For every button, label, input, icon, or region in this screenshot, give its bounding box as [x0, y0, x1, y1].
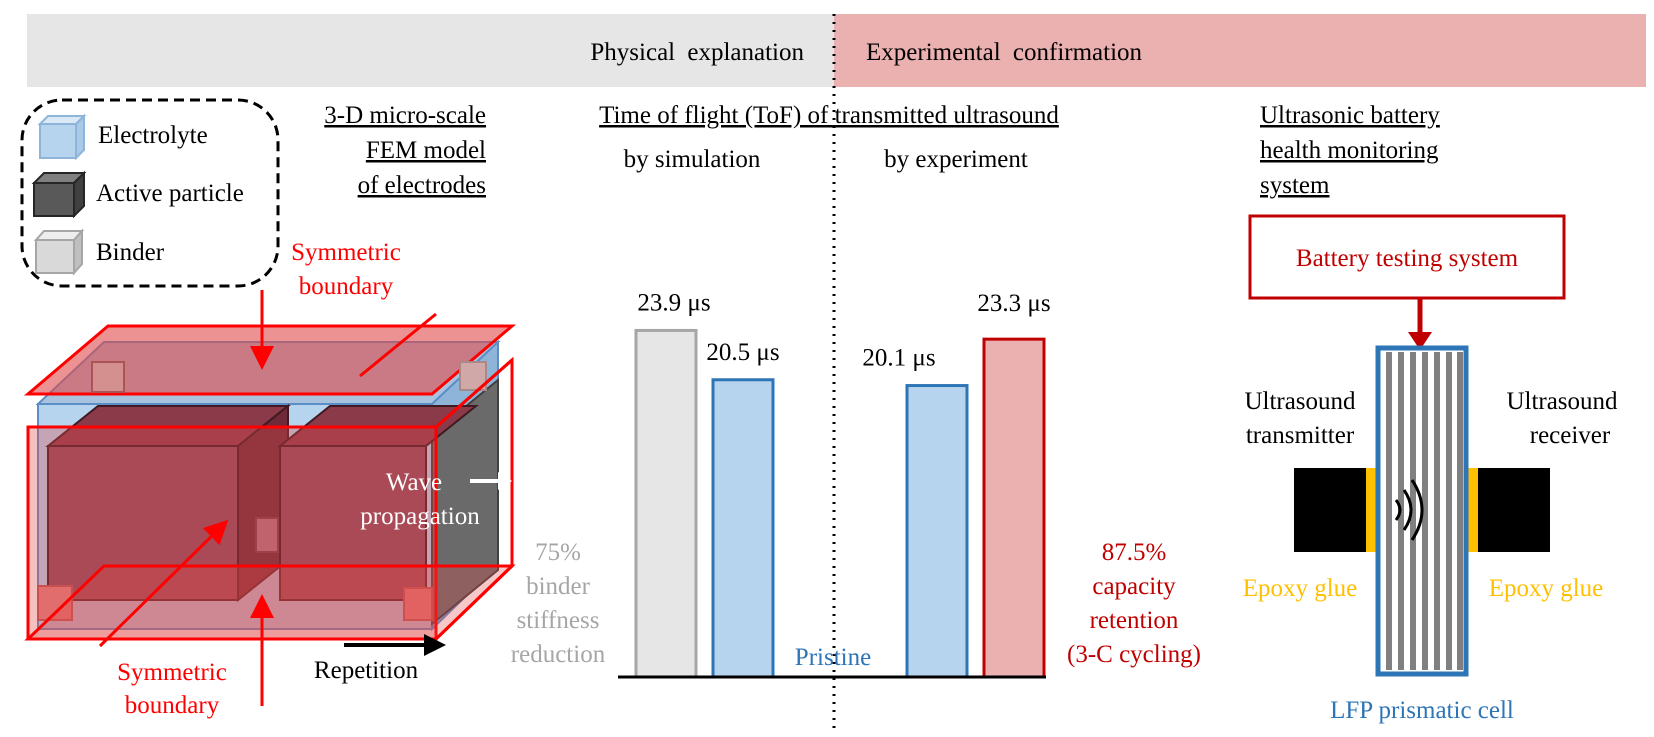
symmetric-boundary-bottom-arrow-diag	[98, 519, 229, 648]
receiver-label-line-2: receiver	[1530, 422, 1611, 449]
active-particle-cube-icon	[31, 170, 87, 219]
legend-label-electrolyte: Electrolyte	[98, 122, 208, 149]
right-note-line-3: retention	[1090, 607, 1179, 634]
testing-system-arrowhead	[1408, 332, 1432, 350]
symmetric-boundary-top-line-1: Symmetric	[291, 239, 401, 266]
lfp-cell-outline	[1375, 345, 1469, 677]
transmitter-block	[1294, 468, 1366, 552]
tof-sim-label: by simulation	[624, 146, 761, 173]
monitoring-title-line-2: health monitoring	[1260, 137, 1439, 164]
ultrasound-wave-icon	[1394, 479, 1424, 541]
receiver-label-line-1: Ultrasound	[1506, 388, 1618, 415]
legend-label-binder: Binder	[96, 239, 165, 266]
wave-propagation-line-2: propagation	[360, 503, 480, 530]
binder-cube-icon	[33, 228, 85, 276]
header-left-band	[27, 14, 834, 87]
wave-propagation-arrowhead	[498, 472, 512, 490]
tof-bar-sim-pristine	[711, 378, 775, 679]
tof-bar-chart: 23.9 μs 20.5 μs 20.1 μs 23.3 μs	[634, 289, 1051, 679]
battery-testing-system-box	[1248, 214, 1566, 300]
receiver-block	[1478, 468, 1550, 552]
repetition-arrowhead	[424, 634, 446, 656]
left-note-line-2: binder	[526, 573, 591, 600]
epoxy-glue-right-label: Epoxy glue	[1489, 575, 1604, 602]
transmitter-label-line-1: Ultrasound	[1244, 388, 1356, 415]
wave-propagation-line-1: Wave	[386, 469, 442, 496]
monitoring-title-line-1: Ultrasonic battery	[1260, 102, 1440, 129]
left-note-line-1: 75%	[535, 539, 581, 566]
legend-label-active-particle: Active particle	[96, 180, 244, 207]
right-note-line-1: 87.5%	[1102, 539, 1167, 566]
epoxy-glue-left-label: Epoxy glue	[1243, 575, 1358, 602]
receiver-glue	[1466, 468, 1478, 552]
left-note-line-3: stiffness	[517, 607, 600, 634]
monitoring-title-line-3: system	[1260, 172, 1330, 199]
tof-exp-label: by experiment	[884, 146, 1028, 173]
electrolyte-cube-icon	[37, 113, 87, 161]
fem-title-line-2: FEM model	[366, 137, 486, 164]
header-left-title: Physical explanation	[590, 39, 804, 66]
symmetric-boundary-bottom-line-1: Symmetric	[117, 659, 227, 686]
right-note-line-4: (3-C cycling)	[1067, 641, 1201, 668]
transmitter-label-line-2: transmitter	[1246, 422, 1355, 449]
fem-title-line-3: of electrodes	[358, 172, 486, 199]
repetition-label: Repetition	[314, 657, 419, 684]
tof-bar-exp-cycled	[982, 337, 1046, 679]
header-right-title: Experimental confirmation	[866, 39, 1143, 66]
tof-bar-label-sim-binder-reduction: 23.9 μs	[637, 289, 710, 316]
tof-title: Time of flight (ToF) of transmitted ultr…	[599, 102, 1059, 129]
legend-box	[20, 98, 280, 288]
right-note-line-2: capacity	[1092, 573, 1176, 600]
header-right-band	[834, 14, 1646, 87]
symmetric-boundary-bottom-line-2: boundary	[125, 692, 220, 719]
tof-bar-label-exp-pristine: 20.1 μs	[862, 345, 935, 372]
symmetric-boundary-top-line-2: boundary	[299, 273, 394, 300]
tof-bar-exp-pristine	[905, 384, 969, 679]
baseline-label-pristine: Pristine	[795, 644, 871, 671]
tof-bar-label-sim-pristine: 20.5 μs	[706, 339, 779, 366]
transmitter-glue	[1366, 468, 1378, 552]
lfp-cell-label: LFP prismatic cell	[1330, 697, 1514, 724]
battery-testing-system-label: Battery testing system	[1296, 245, 1519, 272]
left-note-line-4: reduction	[511, 641, 606, 668]
fem-title-line-1: 3-D micro-scale	[324, 102, 486, 129]
tof-bar-sim-binder-reduction	[634, 328, 698, 679]
tof-bar-label-exp-cycled: 23.3 μs	[977, 290, 1050, 317]
